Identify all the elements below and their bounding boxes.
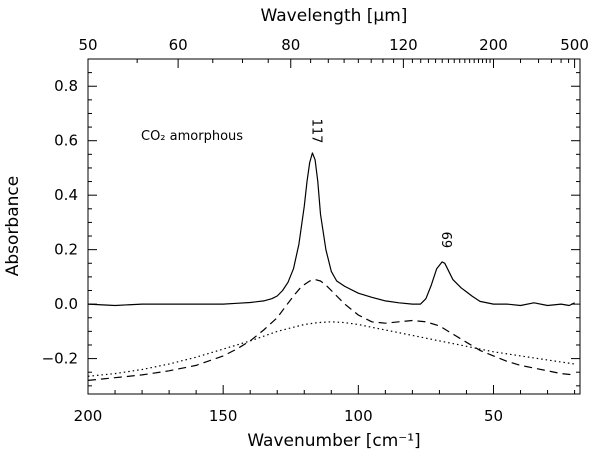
tick-labels: 200 150 100 50 0.8 0.6 0.4 0.2 0.0 −0.2 50 60 80 120 2… <box>42 36 589 425</box>
y-tick-label: 0.8 <box>54 77 78 95</box>
series-solid <box>87 152 575 307</box>
x-tick-label: 100 <box>344 407 373 425</box>
x2-tick-label: 200 <box>479 36 508 54</box>
axis-ticks <box>87 59 580 394</box>
y-tick-label: −0.2 <box>42 350 78 368</box>
x2-tick-label: 50 <box>78 36 97 54</box>
y-tick-label: 0.0 <box>54 295 78 313</box>
material-annotation: CO₂ amorphous <box>141 129 243 144</box>
x-tick-label: 200 <box>74 407 103 425</box>
x2-tick-label: 80 <box>281 36 300 54</box>
y-axis-title: Absorbance <box>3 176 23 276</box>
y-tick-label: 0.4 <box>54 186 78 204</box>
plot-frame <box>87 58 581 395</box>
x2-tick-label: 120 <box>389 36 418 54</box>
series-dotted <box>87 321 575 377</box>
series-dashed <box>87 279 575 381</box>
y-tick-label: 0.2 <box>54 241 78 259</box>
x2-tick-label: 60 <box>169 36 188 54</box>
x-tick-label: 150 <box>209 407 238 425</box>
x2-tick-label: 500 <box>560 36 589 54</box>
x2-axis-title: Wavelength [μm] <box>261 6 408 26</box>
series-group <box>87 152 575 381</box>
x-tick-label: 50 <box>484 407 503 425</box>
peak-label-117: 117 <box>308 119 323 144</box>
y-tick-label: 0.6 <box>54 132 78 150</box>
peak-label-69: 69 <box>438 232 453 249</box>
x-axis-title: Wavenumber [cm⁻¹] <box>247 431 420 451</box>
